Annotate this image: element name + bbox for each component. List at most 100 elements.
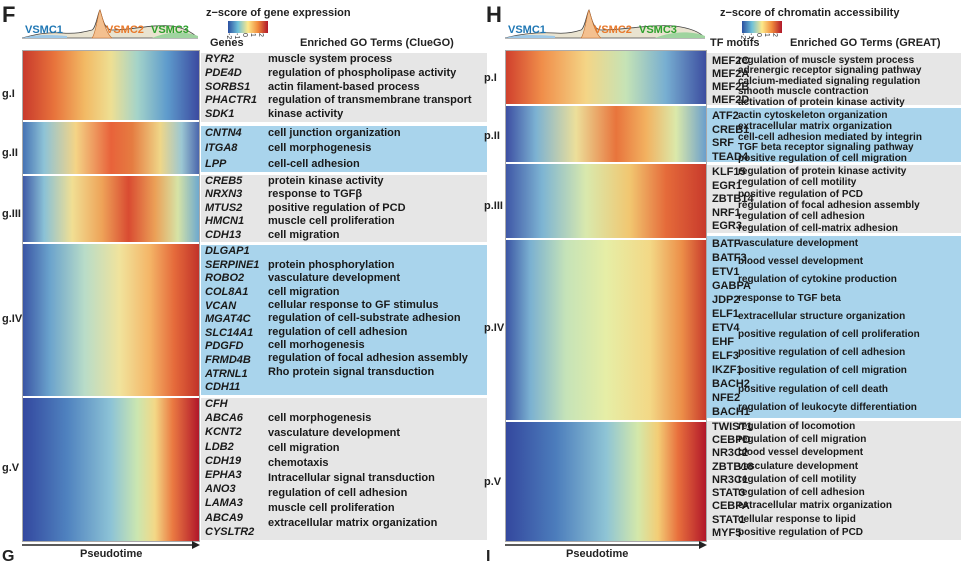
tf-motif: NR3C2 bbox=[712, 447, 749, 460]
go-block-piii bbox=[707, 165, 961, 233]
go-term: extracellular matrix organization bbox=[738, 500, 892, 512]
gene-name: CYSLTR2 bbox=[205, 525, 255, 538]
density-label-vsmc3: VSMC3 bbox=[151, 24, 189, 36]
tf-motif: STAT3 bbox=[712, 487, 746, 500]
go-term: regulation of cell-substrate adhesion bbox=[268, 312, 461, 325]
go-term: chemotaxis bbox=[268, 457, 329, 469]
go-term: regulation of focal adhesion assembly bbox=[738, 200, 920, 211]
tf-motif: ELF3 bbox=[712, 350, 739, 362]
pseudotime-arrow bbox=[505, 541, 707, 549]
pseudotime-label: Pseudotime bbox=[566, 548, 629, 560]
go-term: cell-cell adhesion bbox=[268, 157, 360, 170]
density-label-vsmc1: VSMC1 bbox=[508, 24, 546, 36]
gene-name: CFH bbox=[205, 398, 228, 410]
go-block-gi bbox=[201, 53, 487, 122]
go-term: adrenergic receptor signaling pathway bbox=[738, 65, 922, 77]
heatmap-h bbox=[505, 50, 707, 542]
go-term: cell morhogenesis bbox=[268, 339, 365, 351]
tf-motif: BACH1 bbox=[712, 406, 750, 418]
gene-name: SORBS1 bbox=[205, 80, 251, 93]
gene-name: DLGAP1 bbox=[205, 245, 250, 257]
gene-name: ATRNL1 bbox=[205, 367, 248, 380]
colorbar bbox=[742, 21, 782, 33]
tf-motif: NR3C1 bbox=[712, 473, 749, 486]
go-term: regulation of cell migration bbox=[738, 434, 867, 446]
tf-motif: EGR3 bbox=[712, 220, 742, 233]
tf-motif: TEAD4 bbox=[712, 150, 749, 163]
go-block-giv bbox=[201, 245, 487, 395]
tf-motif: ETV4 bbox=[712, 322, 740, 334]
go-term: Rho protein signal transduction bbox=[268, 365, 435, 378]
tf-motif: MEF2B bbox=[712, 81, 750, 93]
go-term: cellular response to lipid bbox=[738, 513, 856, 525]
tf-motif: NFE2 bbox=[712, 392, 741, 404]
go-terms-header: Enriched GO Terms (GREAT) bbox=[790, 37, 941, 49]
go-term: regulation of focal adhesion assembly bbox=[268, 352, 468, 365]
gene-name: SLC14A1 bbox=[205, 326, 254, 339]
tf-motif: MEF2D bbox=[712, 94, 750, 106]
go-term: smooth muscle contraction bbox=[738, 86, 869, 98]
tf-motif: EGR1 bbox=[712, 179, 742, 192]
go-term: positive regulation of cell adhesion bbox=[738, 347, 906, 359]
go-term: extracellular matrix organization bbox=[738, 120, 892, 132]
gene-name: NRXN3 bbox=[205, 188, 243, 201]
colorbar-tick: 1 bbox=[763, 33, 770, 37]
go-term: regulation of cytokine production bbox=[738, 274, 897, 286]
go-term: protein phosphorylation bbox=[268, 259, 395, 271]
density-label-vsmc2: VSMC2 bbox=[594, 24, 632, 36]
group-label-pi: p.I bbox=[484, 72, 497, 84]
tf-motifs-header: TF motifs bbox=[710, 37, 760, 49]
go-term: regulation of cell adhesion bbox=[268, 325, 408, 338]
tf-motif: CEBPA bbox=[712, 500, 750, 513]
gene-name: LDB2 bbox=[205, 440, 234, 453]
gene-name: SERPINE1 bbox=[205, 258, 260, 271]
go-term: cell migration bbox=[268, 285, 340, 298]
gene-name: PDGFD bbox=[205, 340, 244, 353]
go-term: regulation of cell adhesion bbox=[738, 487, 865, 499]
go-term: regulation of cell adhesion bbox=[268, 487, 408, 499]
group-label-pii: p.II bbox=[484, 130, 500, 142]
go-term: response to TGFβ bbox=[268, 188, 363, 201]
gene-name: FRMD4B bbox=[205, 354, 251, 367]
go-term: regulation of phospholipase activity bbox=[268, 66, 457, 79]
colorbar-title: z−score of gene expression bbox=[206, 7, 351, 19]
gene-name: ROBO2 bbox=[205, 272, 245, 285]
pseudotime-arrow bbox=[22, 541, 200, 549]
go-term: cell migration bbox=[268, 442, 340, 454]
tf-motif: BACH2 bbox=[712, 378, 750, 390]
go-block-pii bbox=[707, 108, 961, 162]
panel-letter: F bbox=[2, 2, 16, 27]
group-label-gii: g.II bbox=[2, 147, 18, 159]
density-label-vsmc1: VSMC1 bbox=[25, 24, 63, 36]
go-term: actin cytoskeleton organization bbox=[738, 110, 888, 121]
gene-name: MGAT4C bbox=[205, 313, 251, 326]
group-label-piv: p.IV bbox=[484, 322, 505, 334]
tf-motif: MEF2A bbox=[712, 68, 750, 80]
gene-name: MTUS2 bbox=[205, 201, 243, 214]
go-term: regulation of cell-matrix adhesion bbox=[738, 222, 899, 234]
go-term: actin filament-based process bbox=[268, 80, 420, 93]
go-term: regulation of leukocyte differentiation bbox=[738, 401, 917, 413]
go-term: positive regulation of cell proliferatio… bbox=[738, 329, 920, 340]
heatmap-band-gii bbox=[23, 122, 199, 174]
gene-name: HMCN1 bbox=[205, 215, 245, 228]
group-label-pv: p.V bbox=[484, 476, 502, 488]
tf-motif: EHF bbox=[712, 336, 734, 348]
tf-motif: KLF15 bbox=[712, 166, 746, 178]
tf-motif: ZBTB18 bbox=[712, 460, 754, 473]
gene-name: ANO3 bbox=[205, 483, 236, 496]
go-term: muscle cell proliferation bbox=[268, 502, 395, 514]
heatmap-band-pii bbox=[506, 106, 706, 162]
heatmap-band-giv bbox=[23, 244, 199, 396]
tf-motif: MYF5 bbox=[712, 526, 742, 539]
heatmap-band-piv bbox=[506, 240, 706, 420]
go-term: positive regulation of PCD bbox=[738, 188, 864, 200]
go-term: regulation of muscle system process bbox=[738, 55, 915, 66]
go-term: kinase activity bbox=[268, 108, 344, 121]
gene-name: KCNT2 bbox=[205, 426, 242, 439]
gene-name: PDE4D bbox=[205, 66, 242, 79]
go-block-gii bbox=[201, 126, 487, 172]
tf-motif: BATF bbox=[712, 238, 741, 250]
go-term: Intracellular signal transduction bbox=[268, 472, 435, 484]
go-term: cell junction organization bbox=[268, 127, 401, 139]
